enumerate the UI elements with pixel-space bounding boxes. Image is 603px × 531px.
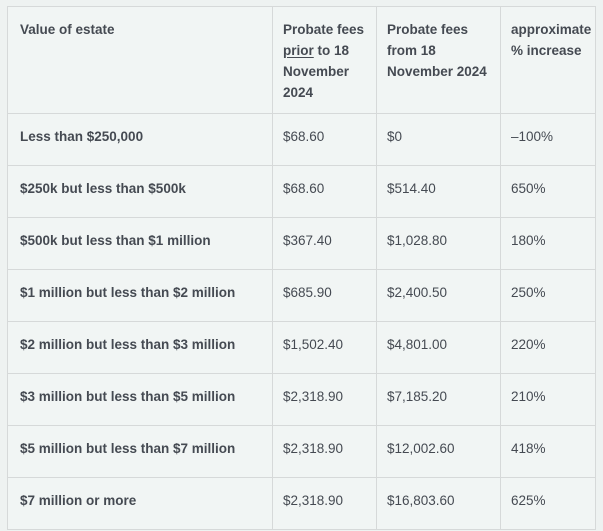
- header-row: Value of estate Probate fees prior to 18…: [7, 6, 596, 114]
- increase-cell: 625%: [500, 477, 596, 530]
- fee-prior-cell: $2,318.90: [272, 425, 377, 478]
- fee-prior-cell: $685.90: [272, 269, 377, 322]
- fee-from-cell: $16,803.60: [376, 477, 501, 530]
- header-approx-increase: approximate % increase: [500, 6, 596, 114]
- table-row: $3 million but less than $5 million $2,3…: [7, 373, 596, 426]
- estate-cell: $5 million but less than $7 million: [7, 425, 273, 478]
- fee-from-cell: $7,185.20: [376, 373, 501, 426]
- header-fees-from: Probate fees from 18 November 2024: [376, 6, 501, 114]
- estate-cell: $2 million but less than $3 million: [7, 321, 273, 374]
- increase-cell: 180%: [500, 217, 596, 270]
- fee-from-cell: $12,002.60: [376, 425, 501, 478]
- table-row: $1 million but less than $2 million $685…: [7, 269, 596, 322]
- increase-cell: 650%: [500, 165, 596, 218]
- header-value-of-estate: Value of estate: [7, 6, 273, 114]
- estate-cell: $1 million but less than $2 million: [7, 269, 273, 322]
- table-row: $5 million but less than $7 million $2,3…: [7, 425, 596, 478]
- fee-from-cell: $1,028.80: [376, 217, 501, 270]
- increase-cell: 250%: [500, 269, 596, 322]
- fee-prior-cell: $2,318.90: [272, 477, 377, 530]
- increase-cell: 220%: [500, 321, 596, 374]
- table-row: $2 million but less than $3 million $1,5…: [7, 321, 596, 374]
- increase-cell: 418%: [500, 425, 596, 478]
- fee-from-cell: $0: [376, 113, 501, 166]
- fee-prior-cell: $68.60: [272, 165, 377, 218]
- header-fees-prior-rest: to 18 November 2024: [283, 43, 350, 100]
- fee-prior-cell: $367.40: [272, 217, 377, 270]
- fee-from-cell: $4,801.00: [376, 321, 501, 374]
- estate-cell: $500k but less than $1 million: [7, 217, 273, 270]
- probate-fees-table: Value of estate Probate fees prior to 18…: [7, 6, 596, 530]
- table-row: $500k but less than $1 million $367.40 $…: [7, 217, 596, 270]
- estate-cell: $7 million or more: [7, 477, 273, 530]
- increase-cell: –100%: [500, 113, 596, 166]
- fee-prior-cell: $1,502.40: [272, 321, 377, 374]
- header-fees-prior-underlined-word: prior: [283, 43, 314, 58]
- table-row: $7 million or more $2,318.90 $16,803.60 …: [7, 477, 596, 530]
- table-row: $250k but less than $500k $68.60 $514.40…: [7, 165, 596, 218]
- table-row: Less than $250,000 $68.60 $0 –100%: [7, 113, 596, 166]
- fee-from-cell: $514.40: [376, 165, 501, 218]
- header-fees-prior: Probate fees prior to 18 November 2024: [272, 6, 377, 114]
- header-fees-prior-line1: Probate fees: [283, 22, 365, 37]
- fee-prior-cell: $2,318.90: [272, 373, 377, 426]
- estate-cell: Less than $250,000: [7, 113, 273, 166]
- estate-cell: $3 million but less than $5 million: [7, 373, 273, 426]
- increase-cell: 210%: [500, 373, 596, 426]
- fee-prior-cell: $68.60: [272, 113, 377, 166]
- fee-from-cell: $2,400.50: [376, 269, 501, 322]
- estate-cell: $250k but less than $500k: [7, 165, 273, 218]
